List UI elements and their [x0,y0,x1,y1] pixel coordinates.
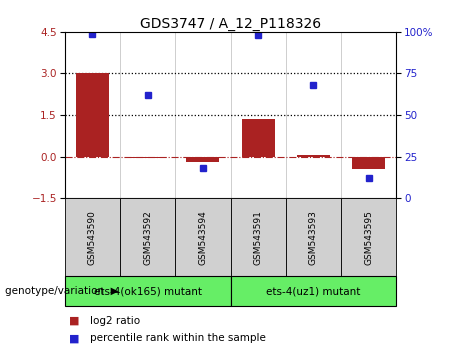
Text: GSM543594: GSM543594 [198,210,207,264]
Bar [341,198,396,276]
Text: GSM543591: GSM543591 [254,210,263,265]
Text: GSM543595: GSM543595 [364,210,373,265]
Bar [230,198,286,276]
Bar [175,198,230,276]
Bar [65,276,230,306]
Bar [131,156,164,158]
Text: log2 ratio: log2 ratio [90,316,140,326]
Title: GDS3747 / A_12_P118326: GDS3747 / A_12_P118326 [140,17,321,31]
Bar [120,198,175,276]
Text: GSM543590: GSM543590 [88,210,97,265]
Bar [297,155,330,156]
Bar [242,119,275,156]
Bar [65,198,120,276]
Bar [352,156,385,169]
Text: ets-4(uz1) mutant: ets-4(uz1) mutant [266,286,361,296]
Text: percentile rank within the sample: percentile rank within the sample [90,333,266,343]
Text: ■: ■ [69,316,80,326]
Text: GSM543592: GSM543592 [143,210,152,264]
Bar [76,74,109,156]
Text: ■: ■ [69,333,80,343]
Bar [230,276,396,306]
Bar [186,156,219,162]
Bar [286,198,341,276]
Text: ets-4(ok165) mutant: ets-4(ok165) mutant [94,286,201,296]
Text: genotype/variation  ▶: genotype/variation ▶ [5,286,118,296]
Text: GSM543593: GSM543593 [309,210,318,265]
